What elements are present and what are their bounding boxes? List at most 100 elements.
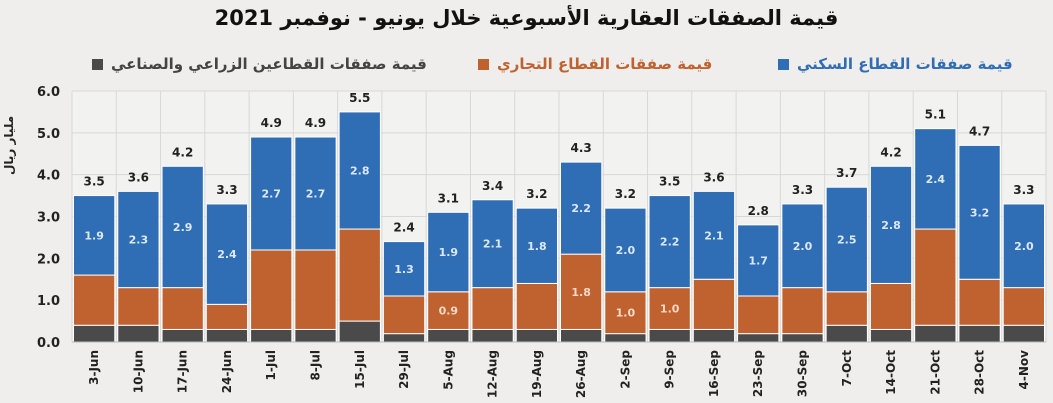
y-tick-label: 6.0 — [37, 85, 60, 100]
bar-segment — [825, 324, 868, 343]
y-tick-label: 0.0 — [37, 336, 60, 351]
data-label: 1.3 — [394, 263, 414, 276]
x-tick-label: 2-Sep — [618, 350, 632, 389]
data-label: 2.4 — [926, 173, 946, 186]
x-tick-label: 16-Sep — [707, 350, 721, 397]
bar-segment — [781, 287, 824, 335]
x-tick-label: 21-Oct — [928, 350, 942, 395]
legend-agri-industrial: قيمة صفقات القطاعين الزراعي والصناعي — [92, 55, 427, 73]
bar-segment — [205, 203, 249, 305]
legend-commercial-label: قيمة صفقات القطاع التجاري — [497, 55, 713, 73]
bar-segment — [161, 287, 204, 330]
total-label: 3.2 — [526, 187, 547, 201]
data-label: 2.8 — [350, 164, 370, 177]
total-label: 3.7 — [836, 166, 857, 180]
data-label: 2.7 — [306, 187, 326, 200]
bar-segment — [648, 195, 691, 289]
bar-segment — [161, 328, 204, 343]
data-label: 2.2 — [571, 202, 591, 215]
x-tick-label: 29-Jul — [397, 350, 411, 389]
total-label: 3.3 — [792, 183, 813, 197]
total-label: 2.8 — [748, 204, 769, 218]
bar-segment — [471, 328, 514, 343]
bar-segment — [250, 328, 293, 343]
bar-segment — [825, 291, 868, 326]
data-label: 1.8 — [571, 286, 591, 299]
total-label: 3.2 — [615, 187, 636, 201]
bar-segment — [471, 199, 514, 289]
data-label: 1.0 — [660, 303, 680, 316]
x-tick-label: 1-Jul — [264, 350, 278, 380]
x-tick-label: 26-Aug — [574, 350, 588, 398]
data-label: 1.0 — [616, 307, 636, 320]
bar-segment — [648, 287, 691, 330]
x-tick-label: 17-Jun — [176, 350, 190, 393]
total-label: 4.9 — [305, 116, 326, 130]
y-tick-label: 5.0 — [37, 127, 60, 142]
bar-segment — [1002, 324, 1046, 343]
bar-segment — [958, 278, 1001, 326]
bar-segment — [294, 328, 337, 343]
bar-segment — [692, 328, 736, 343]
x-tick-label: 8-Jul — [309, 350, 323, 380]
bar-segment — [1002, 287, 1046, 326]
bar-segment — [515, 282, 559, 330]
bar-segment — [471, 287, 514, 330]
bar-segment — [604, 207, 647, 293]
bar-segment — [958, 144, 1001, 280]
total-label: 3.3 — [1013, 183, 1034, 197]
data-label: 2.9 — [173, 221, 193, 234]
total-label: 3.6 — [703, 170, 724, 184]
total-label: 3.5 — [84, 175, 105, 189]
x-tick-label: 3-Jun — [87, 350, 101, 385]
x-tick-label: 10-Jun — [131, 350, 145, 393]
x-tick-label: 9-Sep — [663, 350, 677, 389]
x-tick-label: 5-Aug — [441, 350, 455, 390]
data-label: 1.9 — [84, 229, 104, 242]
bar-segment — [205, 328, 249, 343]
bar-segment — [250, 249, 293, 330]
x-tick-label: 19-Aug — [530, 350, 544, 398]
bar-segment — [914, 228, 957, 326]
x-tick-label: 12-Aug — [486, 350, 500, 398]
bar-segment — [382, 241, 426, 297]
bar-segment — [692, 278, 736, 330]
data-label: 2.1 — [704, 229, 724, 242]
total-label: 4.2 — [172, 145, 193, 159]
data-label: 1.8 — [527, 240, 547, 253]
bar-segment — [869, 328, 913, 343]
bar-segment — [781, 333, 824, 343]
bar-segment — [427, 211, 470, 293]
bar-segment — [825, 186, 868, 293]
legend-residential: قيمة صفقات القطاع السكني — [778, 55, 1013, 73]
total-label: 4.9 — [261, 116, 282, 130]
bar-segment — [914, 324, 957, 343]
legend-residential-label: قيمة صفقات القطاع السكني — [797, 55, 1013, 73]
total-label: 5.1 — [925, 108, 946, 122]
x-tick-label: 28-Oct — [973, 350, 987, 395]
legend-swatch-residential — [778, 58, 789, 70]
data-label: 2.1 — [483, 238, 503, 251]
bar-segment — [427, 328, 470, 343]
bar-segment — [382, 295, 426, 335]
total-label: 3.3 — [216, 183, 237, 197]
data-label: 2.3 — [129, 234, 149, 247]
bar-segment — [161, 165, 204, 289]
bar-segment — [560, 328, 603, 343]
bar-segment — [1002, 203, 1046, 289]
data-label: 0.9 — [439, 305, 459, 318]
total-label: 4.2 — [880, 145, 901, 159]
bar-segment — [338, 320, 381, 343]
x-tick-label: 7-Oct — [840, 350, 854, 387]
y-tick-label: 3.0 — [37, 211, 60, 226]
data-label: 1.9 — [439, 246, 459, 259]
bar-segment — [737, 333, 780, 343]
legend-commercial: قيمة صفقات القطاع التجاري — [478, 55, 712, 73]
data-label: 1.7 — [748, 254, 768, 267]
data-label: 2.0 — [616, 244, 636, 257]
bar-segment — [560, 161, 603, 255]
total-label: 5.5 — [349, 91, 370, 105]
data-label: 2.8 — [881, 219, 901, 232]
legend-swatch-commercial — [478, 58, 489, 70]
